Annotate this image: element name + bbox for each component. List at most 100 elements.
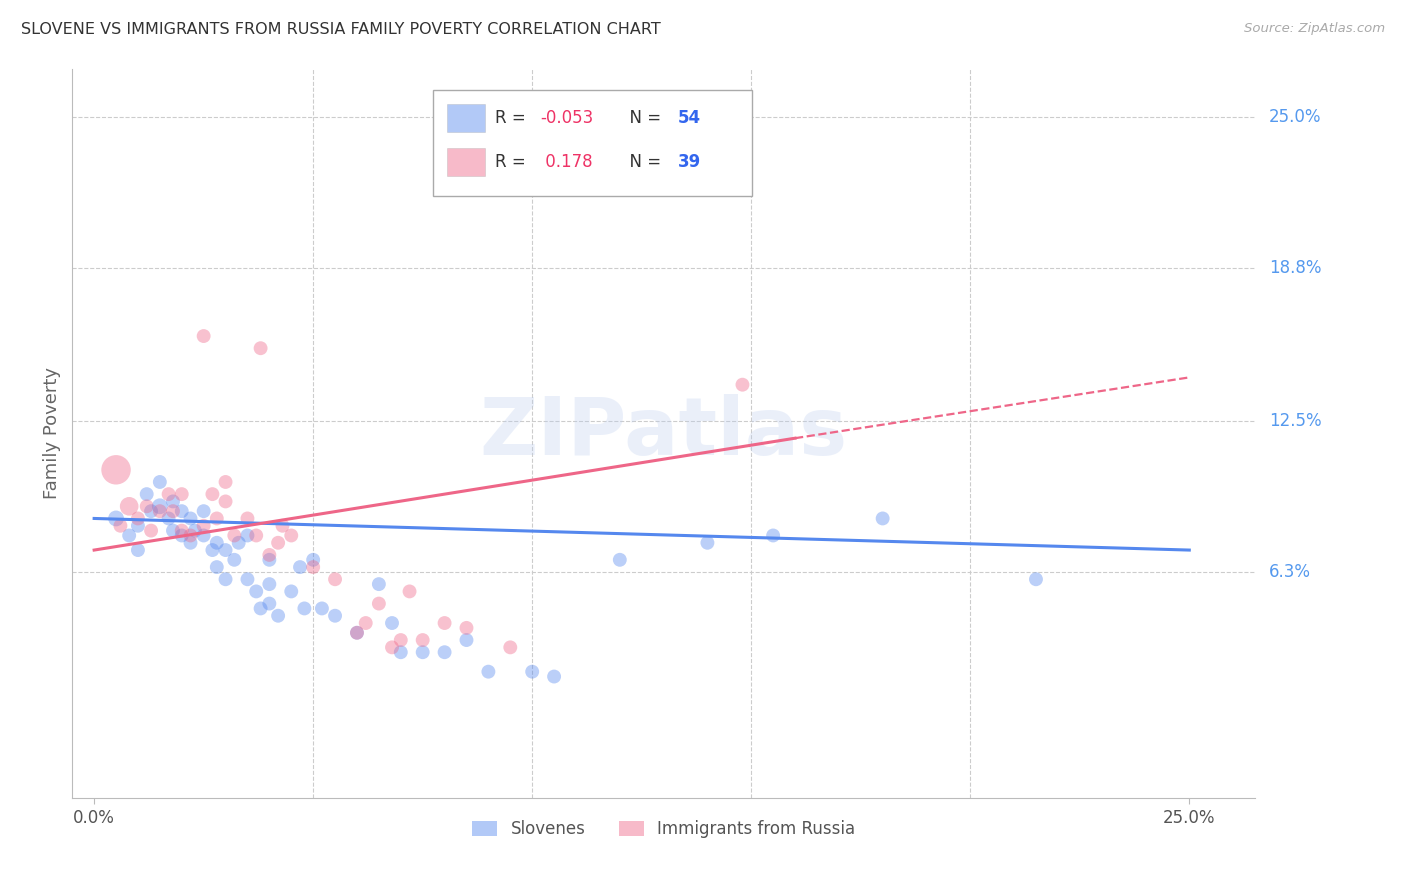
Text: Source: ZipAtlas.com: Source: ZipAtlas.com [1244,22,1385,36]
Point [214,494,236,508]
Point [367,597,389,611]
Point [259,553,281,567]
Point [135,487,157,501]
Point [259,597,281,611]
Point [323,608,346,623]
FancyBboxPatch shape [433,90,752,196]
Point [157,511,180,525]
Point [135,500,157,514]
Point [456,621,478,635]
Point [267,608,290,623]
Point [412,633,434,648]
Point [201,543,224,558]
Point [236,572,259,586]
Point [346,625,368,640]
Point [294,601,316,615]
Point [696,535,718,549]
Text: 39: 39 [678,153,702,171]
Point [105,511,128,525]
Point [367,577,389,591]
Point [193,504,215,518]
Point [127,518,149,533]
Point [179,535,201,549]
Point [193,518,215,533]
Point [249,341,271,355]
Point [110,518,132,533]
Point [433,615,456,630]
Point [1025,572,1047,586]
Point [193,528,215,542]
Point [224,528,246,542]
Text: SLOVENE VS IMMIGRANTS FROM RUSSIA FAMILY POVERTY CORRELATION CHART: SLOVENE VS IMMIGRANTS FROM RUSSIA FAMILY… [21,22,661,37]
Point [609,553,631,567]
Point [762,528,785,542]
FancyBboxPatch shape [447,148,485,176]
Point [389,633,412,648]
Point [259,548,281,562]
Point [346,625,368,640]
Point [149,475,172,489]
Point [118,528,141,542]
Point [170,528,193,542]
Point [398,584,420,599]
Point [456,633,478,648]
Point [872,511,894,525]
Point [236,528,259,542]
Point [288,560,311,574]
Point [302,560,325,574]
Text: N =: N = [619,153,666,171]
Text: 54: 54 [678,109,702,128]
Point [522,665,544,679]
Point [139,524,162,538]
Text: N =: N = [619,109,666,128]
Point [162,524,184,538]
Point [280,528,302,542]
Point [499,640,522,655]
Point [127,511,149,525]
Point [228,535,250,549]
Point [354,615,377,630]
Point [162,494,184,508]
Point [245,528,267,542]
Point [170,487,193,501]
Point [205,511,228,525]
Point [127,543,149,558]
Text: 18.8%: 18.8% [1270,259,1322,277]
Text: 25.0%: 25.0% [1270,108,1322,126]
Point [179,511,201,525]
Point [184,524,207,538]
Point [170,504,193,518]
Point [267,535,290,549]
Point [224,553,246,567]
Point [214,475,236,489]
Point [236,511,259,525]
Point [249,601,271,615]
Point [280,584,302,599]
Point [259,577,281,591]
FancyBboxPatch shape [447,104,485,132]
Point [149,500,172,514]
Point [433,645,456,659]
Text: -0.053: -0.053 [540,109,593,128]
Point [149,504,172,518]
Point [179,528,201,542]
Text: 12.5%: 12.5% [1270,412,1322,430]
Text: R =: R = [495,153,531,171]
Point [201,487,224,501]
Point [118,500,141,514]
Point [214,572,236,586]
Y-axis label: Family Poverty: Family Poverty [44,368,60,500]
Point [543,669,565,683]
Point [245,584,267,599]
Text: ZIPatlas: ZIPatlas [479,394,848,473]
Point [731,377,754,392]
Point [389,645,412,659]
Point [139,504,162,518]
Point [214,543,236,558]
Point [271,518,294,533]
Point [311,601,333,615]
Point [162,504,184,518]
Point [193,329,215,343]
Point [105,463,128,477]
Point [205,560,228,574]
